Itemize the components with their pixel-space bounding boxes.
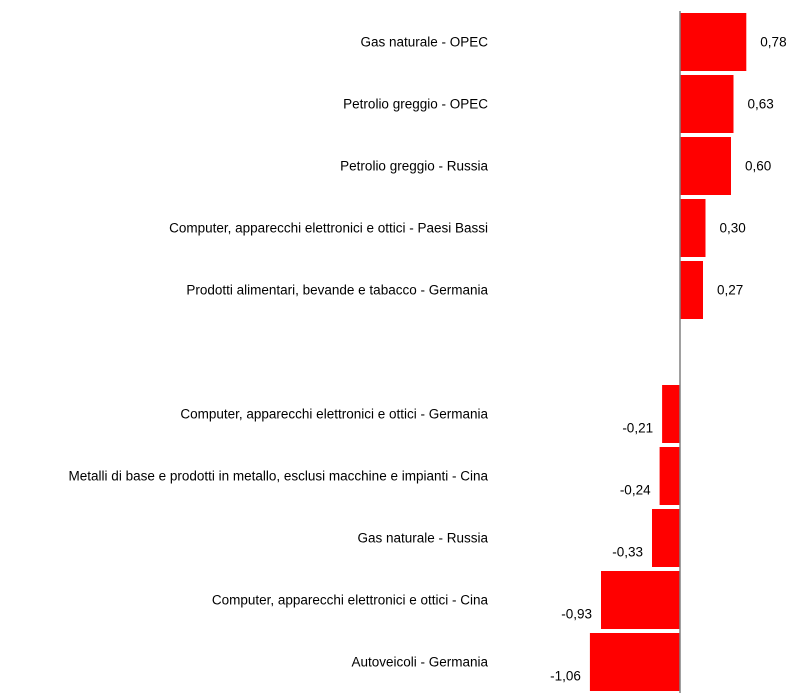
data-label: -0,93: [561, 607, 592, 622]
bar: [652, 509, 681, 567]
category-label: Computer, apparecchi elettronici e ottic…: [180, 407, 488, 422]
category-label: Gas naturale - Russia: [357, 531, 488, 546]
bar: [680, 13, 747, 71]
labels-group: 0,78 Gas naturale - OPEC 0,63 Petrolio greg…: [69, 35, 787, 684]
bars-group: [589, 13, 747, 691]
category-label: Computer, apparecchi elettronici e ottic…: [212, 593, 489, 608]
bar: [662, 385, 680, 443]
bar: [680, 261, 703, 319]
data-label: 0,63: [748, 97, 774, 112]
bar: [680, 199, 706, 257]
data-label: 0,30: [720, 221, 746, 236]
bar: [680, 137, 731, 195]
category-label: Prodotti alimentari, bevande e tabacco -…: [186, 283, 488, 298]
category-label: Computer, apparecchi elettronici e ottic…: [169, 221, 488, 236]
category-label: Petrolio greggio - OPEC: [343, 97, 488, 112]
data-label: -1,06: [550, 669, 581, 684]
category-label: Metalli di base e prodotti in metallo, e…: [69, 469, 489, 484]
data-label: -0,21: [622, 421, 653, 436]
category-label: Gas naturale - OPEC: [360, 35, 488, 50]
data-label: 0,60: [745, 159, 771, 174]
bar: [601, 571, 680, 629]
data-label: 0,78: [760, 35, 786, 50]
bar: [680, 75, 734, 133]
bar: [659, 447, 680, 505]
data-label: 0,27: [717, 283, 743, 298]
data-label: -0,33: [612, 545, 643, 560]
category-label: Autoveicoli - Germania: [351, 655, 488, 670]
category-label: Petrolio greggio - Russia: [340, 159, 488, 174]
bar: [589, 633, 680, 691]
data-label: -0,24: [620, 483, 651, 498]
